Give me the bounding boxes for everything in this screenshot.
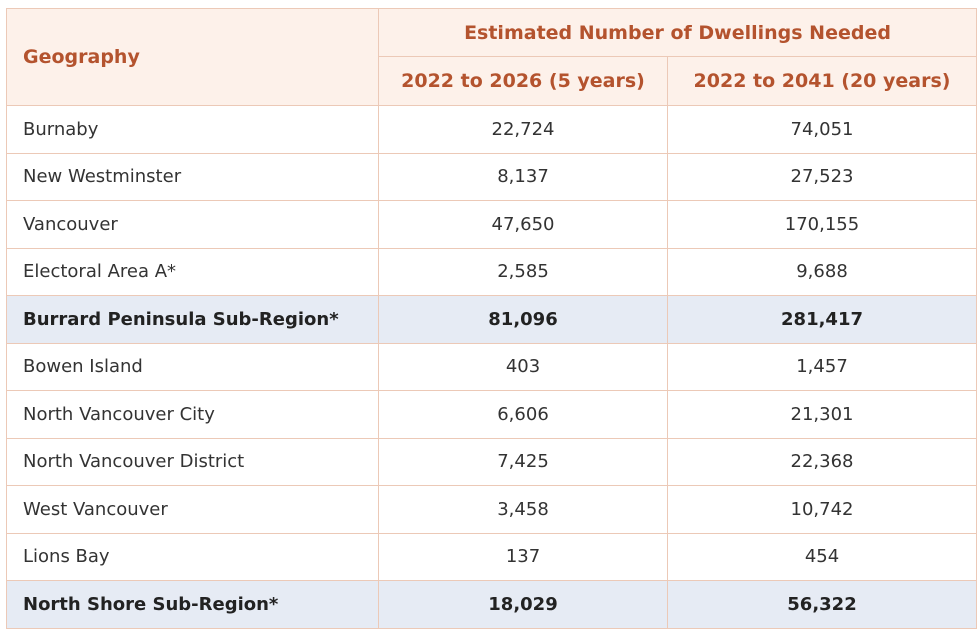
- table-row: North Vancouver City 6,606 21,301: [6, 390, 978, 439]
- table-row: Burnaby 22,724 74,051: [6, 105, 978, 154]
- header-row: Geography Estimated Number of Dwellings …: [6, 8, 978, 106]
- value-cell: 170,155: [666, 200, 978, 249]
- table-row: New Westminster 8,137 27,523: [6, 152, 978, 201]
- value-cell: 454: [666, 532, 978, 581]
- header-cell: 2022 to 2026 (5 years): [378, 56, 668, 106]
- table-row: Lions Bay 137 454: [6, 532, 978, 581]
- value-cell: 56,322: [666, 580, 978, 629]
- header-cell: 2022 to 2041 (20 years): [666, 56, 978, 106]
- table-row: Vancouver 47,650 170,155: [6, 200, 978, 249]
- value-cell: 137: [378, 532, 668, 581]
- value-cell: 6,606: [378, 390, 668, 439]
- geography-cell: Electoral Area A*: [6, 247, 379, 296]
- table-row: West Vancouver 3,458 10,742: [6, 485, 978, 534]
- value-cell: 18,029: [378, 580, 668, 629]
- value-cell: 10,742: [666, 485, 978, 534]
- table-row: North Vancouver District 7,425 22,368: [6, 437, 978, 486]
- value-cell: 3,458: [378, 485, 668, 534]
- value-cell: 21,301: [666, 390, 978, 439]
- value-cell: 9,688: [666, 247, 978, 296]
- value-cell: 2,585: [378, 247, 668, 296]
- value-cell: 22,368: [666, 437, 978, 486]
- table-body: Burnaby 22,724 74,051 New Westminster 8,137 2…: [6, 105, 978, 629]
- geography-cell: Lions Bay: [6, 532, 379, 581]
- value-cell: 1,457: [666, 342, 978, 391]
- subtotal-row: Burrard Peninsula Sub-Region* 81,096 281,4…: [6, 295, 978, 344]
- geography-cell: North Shore Sub-Region*: [6, 580, 379, 629]
- geography-cell: New Westminster: [6, 152, 379, 201]
- value-cell: 7,425: [378, 437, 668, 486]
- value-cell: 8,137: [378, 152, 668, 201]
- geography-cell: Bowen Island: [6, 342, 379, 391]
- header-cell: Geography: [6, 8, 379, 106]
- dwellings-table: Geography Estimated Number of Dwellings …: [6, 8, 978, 629]
- geography-cell: North Vancouver District: [6, 437, 379, 486]
- value-cell: 81,096: [378, 295, 668, 344]
- value-cell: 47,650: [378, 200, 668, 249]
- table-row: Bowen Island 403 1,457: [6, 342, 978, 391]
- header-cell: Estimated Number of Dwellings Needed: [377, 8, 978, 57]
- geography-cell: Burrard Peninsula Sub-Region*: [6, 295, 379, 344]
- subtotal-row: North Shore Sub-Region* 18,029 56,322: [6, 580, 978, 629]
- header-row: 2022 to 2026 (5 years) 2022 to 2041 (20 …: [7, 56, 978, 106]
- geography-cell: North Vancouver City: [6, 390, 379, 439]
- value-cell: 281,417: [666, 295, 978, 344]
- value-cell: 403: [378, 342, 668, 391]
- table-container: Geography Estimated Number of Dwellings …: [6, 8, 978, 629]
- geography-cell: Vancouver: [6, 200, 379, 249]
- value-cell: 74,051: [666, 105, 978, 154]
- value-cell: 22,724: [378, 105, 668, 154]
- geography-cell: Burnaby: [6, 105, 379, 154]
- value-cell: 27,523: [666, 152, 978, 201]
- table-row: Electoral Area A* 2,585 9,688: [6, 247, 978, 296]
- geography-cell: West Vancouver: [6, 485, 379, 534]
